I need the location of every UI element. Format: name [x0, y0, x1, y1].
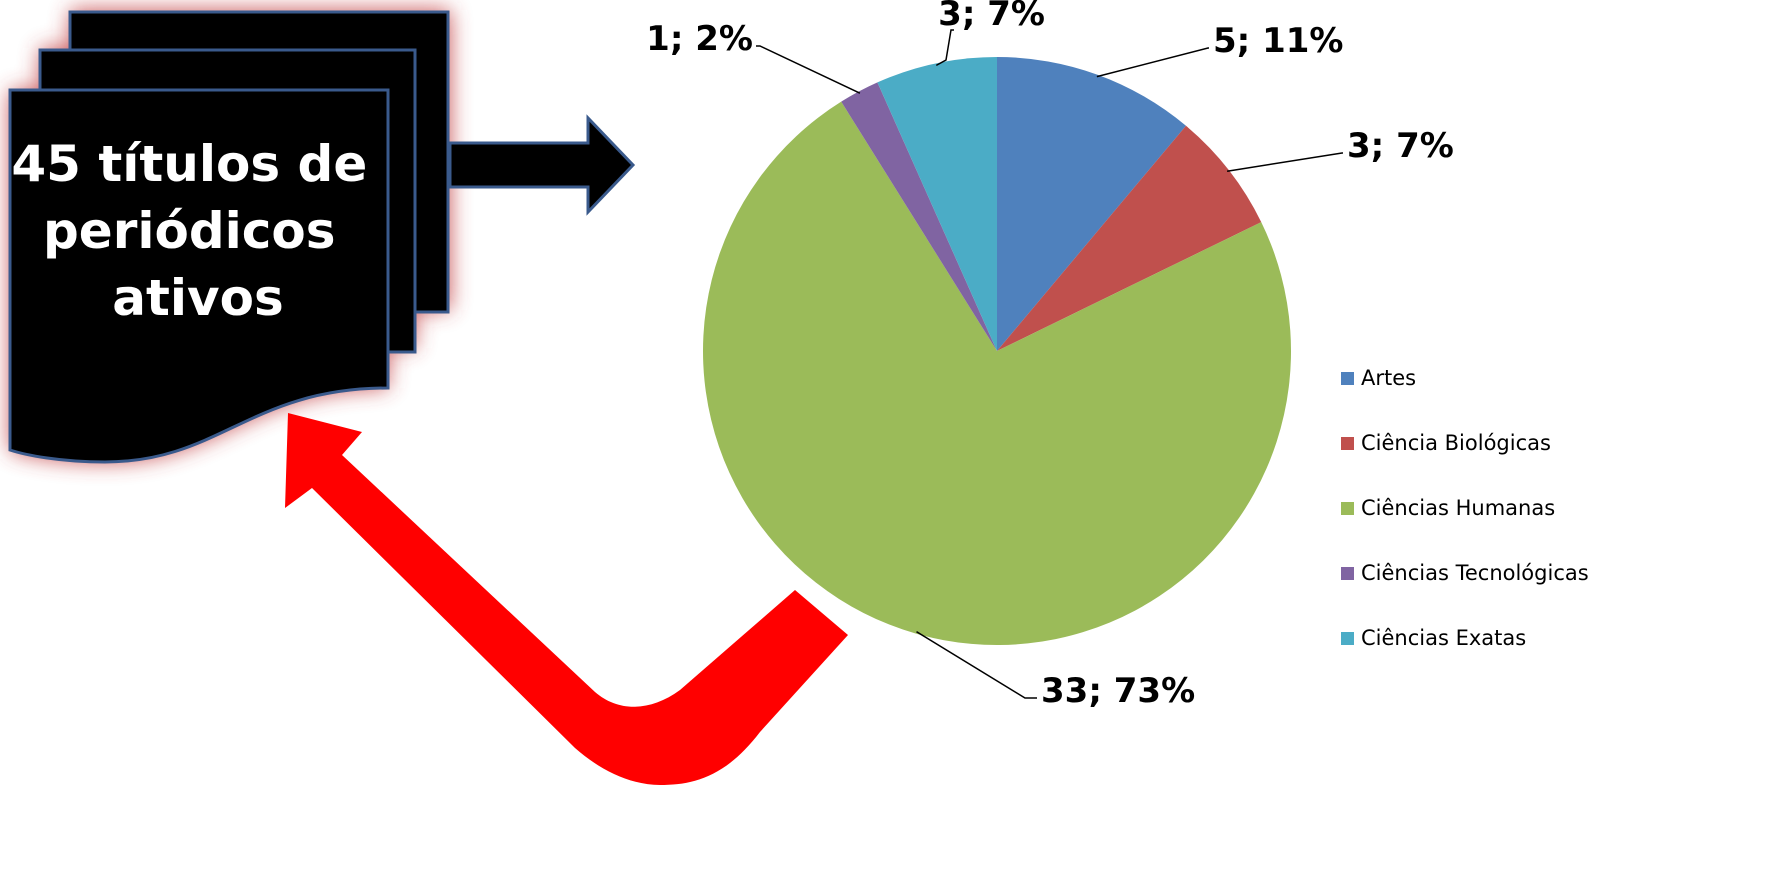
leader-line-ciencias-tecnologicas — [756, 45, 861, 94]
legend-label-ciencias-tecnologicas: Ciências Tecnológicas — [1361, 561, 1589, 585]
pie-slice-ciencias-exatas — [877, 57, 997, 351]
right-arrow-icon — [448, 114, 636, 216]
data-labels: 5; 11% 3; 7% 33; 73% 1; 2% 3; 7% — [646, 0, 1454, 711]
data-label-ciencias-humanas: 33; 73% — [1041, 671, 1195, 711]
pie-slice-ciencias-humanas — [702, 101, 1292, 646]
callout-title-line-2: periódicos — [43, 202, 336, 260]
legend-swatch-artes — [1341, 372, 1354, 385]
leader-lines — [756, 29, 1343, 699]
pie-slice-ciencias-tecnologicas — [841, 82, 997, 351]
legend-swatch-ciencias-tecnologicas — [1341, 567, 1354, 580]
legend-swatch-ciencias-humanas — [1341, 502, 1354, 515]
leader-line-artes — [1096, 47, 1209, 78]
data-label-ciencias-tecnologicas: 1; 2% — [646, 19, 753, 59]
legend-label-ciencias-humanas: Ciências Humanas — [1361, 496, 1555, 520]
leader-line-ciencia-biologicas — [1226, 152, 1343, 172]
pie-slice-ciencia-biologicas — [997, 125, 1262, 352]
legend-swatch-ciencia-biologicas — [1341, 437, 1354, 450]
return-arrow-icon — [285, 413, 848, 785]
chart-legend: Artes Ciência Biológicas Ciências Humanas C… — [1341, 366, 1589, 650]
legend-label-ciencias-exatas: Ciências Exatas — [1361, 626, 1526, 650]
callout-title-line-3: ativos — [112, 269, 283, 327]
document-stack: 45 títulos de periódicos ativos — [8, 10, 450, 464]
data-label-artes: 5; 11% — [1213, 21, 1343, 61]
pie-chart — [702, 57, 1292, 646]
legend-label-ciencia-biologicas: Ciência Biológicas — [1361, 431, 1551, 455]
data-label-ciencia-biologicas: 3; 7% — [1347, 126, 1454, 166]
leader-line-ciencias-humanas — [916, 631, 1037, 699]
pie-slice-artes — [997, 57, 1186, 351]
legend-label-artes: Artes — [1361, 366, 1416, 390]
legend-swatch-ciencias-exatas — [1341, 632, 1354, 645]
document-sheet-front — [8, 88, 390, 464]
callout-title-line-1: 45 títulos de — [11, 135, 367, 193]
leader-line-ciencias-exatas — [935, 29, 954, 67]
callout-title: 45 títulos de periódicos ativos — [11, 135, 384, 327]
data-label-ciencias-exatas: 3; 7% — [938, 0, 1045, 34]
